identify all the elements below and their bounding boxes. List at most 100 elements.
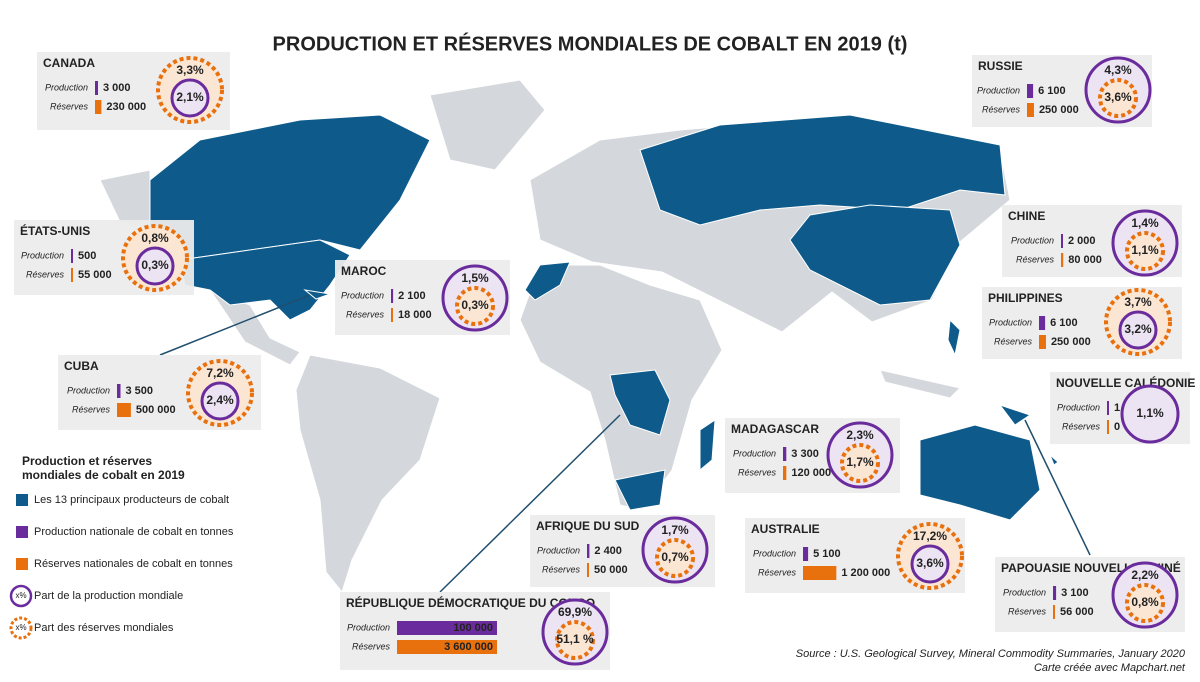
value-label: 120 000 — [791, 467, 831, 479]
row-label: Production — [977, 85, 1020, 95]
share-label: 17,2% — [913, 529, 947, 543]
bar — [391, 308, 393, 322]
share-label: 2,1% — [176, 90, 204, 104]
production-share-circle — [1118, 310, 1158, 350]
country-name: RÉPUBLIQUE DÉMOCRATIQUE DU CONGO — [346, 595, 595, 610]
value-label: 500 — [78, 250, 96, 262]
connectors — [159, 294, 1091, 593]
legend-label: Part des réserves mondiales — [34, 622, 174, 634]
bar — [1061, 234, 1063, 248]
reserves-share-circle — [1125, 231, 1165, 271]
reserves-share-circle — [1125, 583, 1165, 623]
bar — [1107, 420, 1109, 434]
legend-label: Production nationale de cobalt en tonnes — [34, 526, 234, 538]
share-label: 0,3% — [461, 298, 489, 312]
bar — [1039, 335, 1046, 349]
bar — [587, 544, 590, 558]
bar — [71, 268, 73, 282]
value-label: 0 — [1114, 421, 1120, 433]
country-name: ÉTATS-UNIS — [20, 223, 90, 238]
share-label: 0,3% — [141, 258, 169, 272]
value-label: 1 200 000 — [841, 567, 890, 579]
legend-icon — [9, 616, 33, 640]
bar — [803, 547, 809, 561]
row-label: Réserves — [352, 641, 391, 651]
title: PRODUCTION ET RÉSERVES MONDIALES DE COBA… — [273, 32, 908, 55]
bar — [391, 289, 394, 303]
country-name: CANADA — [43, 56, 95, 70]
legend-swatch — [16, 526, 28, 538]
country-name: AUSTRALIE — [751, 522, 820, 536]
value-label: 2 100 — [398, 290, 426, 302]
reserves-share-circle — [1098, 78, 1138, 118]
reserves-share-circle — [455, 286, 495, 326]
country-box: ÉTATS-UNIS Production 500 Réserves 55 000 0,8… — [14, 220, 194, 295]
row-label: Réserves — [26, 269, 65, 279]
value-label: 3 100 — [1061, 587, 1089, 599]
legend-icon — [9, 584, 33, 608]
reserves-share-circle — [840, 443, 880, 483]
highlight-country — [1049, 454, 1059, 466]
production-share-circle — [1120, 384, 1180, 444]
legend-title: mondiales de cobalt en 2019 — [22, 468, 185, 482]
country-box: AFRIQUE DU SUD Production 2 400 Réserves 50 … — [530, 515, 715, 587]
row-label: Production — [341, 290, 384, 300]
land — [295, 354, 441, 594]
share-label: 7,2% — [206, 366, 234, 380]
reserves-share-circle — [655, 538, 695, 578]
bar — [1027, 84, 1034, 98]
bar — [1027, 103, 1034, 117]
row-label: Réserves — [72, 404, 111, 414]
value-label: 500 000 — [136, 404, 176, 416]
value-label: 250 000 — [1039, 104, 1079, 116]
row-label: Production — [21, 250, 64, 260]
row-label: Réserves — [994, 336, 1033, 346]
share-label: 3,2% — [1124, 322, 1152, 336]
bar — [95, 81, 98, 95]
row-label: Production — [1011, 235, 1054, 245]
legend-icon-label: x% — [15, 591, 26, 600]
row-label: Production — [45, 82, 88, 92]
share-label: 1,4% — [1131, 216, 1159, 230]
country-name: NOUVELLE CALÉDONIE — [1056, 375, 1195, 390]
bar — [95, 100, 102, 114]
share-label: 0,8% — [1131, 595, 1159, 609]
share-label: 69,9% — [558, 605, 592, 619]
share-label: 3,6% — [916, 556, 944, 570]
value-label: 3 500 — [126, 385, 154, 397]
highlight-country — [609, 369, 671, 436]
row-label: Production — [67, 385, 110, 395]
share-label: 1,5% — [461, 271, 489, 285]
bar — [1039, 316, 1046, 330]
share-label: 1,1% — [1136, 406, 1164, 420]
land — [429, 79, 546, 171]
country-name: MADAGASCAR — [731, 422, 819, 436]
share-label: 51,1 % — [556, 632, 594, 646]
bar — [71, 249, 73, 263]
value-label: 80 000 — [1068, 254, 1102, 266]
legend-icon-label: x% — [15, 623, 26, 632]
connector — [1024, 419, 1091, 556]
bar — [1061, 253, 1064, 267]
legend-title: Production et réserves — [22, 454, 152, 468]
value-label: 18 000 — [398, 309, 432, 321]
row-label: Production — [347, 622, 390, 632]
legend-label: Réserves nationales de cobalt en tonnes — [34, 558, 233, 570]
highlight-country — [303, 289, 331, 300]
value-label: 2 400 — [594, 545, 622, 557]
production-share-circle — [135, 246, 175, 286]
share-label: 1,1% — [1131, 243, 1159, 257]
share-label: 2,3% — [846, 428, 874, 442]
production-share-circle — [910, 544, 950, 584]
bar — [397, 640, 497, 654]
bar — [803, 566, 837, 580]
legend-label: Les 13 principaux producteurs de cobalt — [34, 494, 229, 506]
highlight-country — [179, 239, 351, 321]
legend-label: Part de la production mondiale — [34, 590, 183, 602]
row-label: Production — [1057, 402, 1100, 412]
connector — [159, 294, 311, 356]
legend-swatch — [16, 494, 28, 506]
row-label: Réserves — [50, 101, 89, 111]
share-label: 1,7% — [846, 455, 874, 469]
